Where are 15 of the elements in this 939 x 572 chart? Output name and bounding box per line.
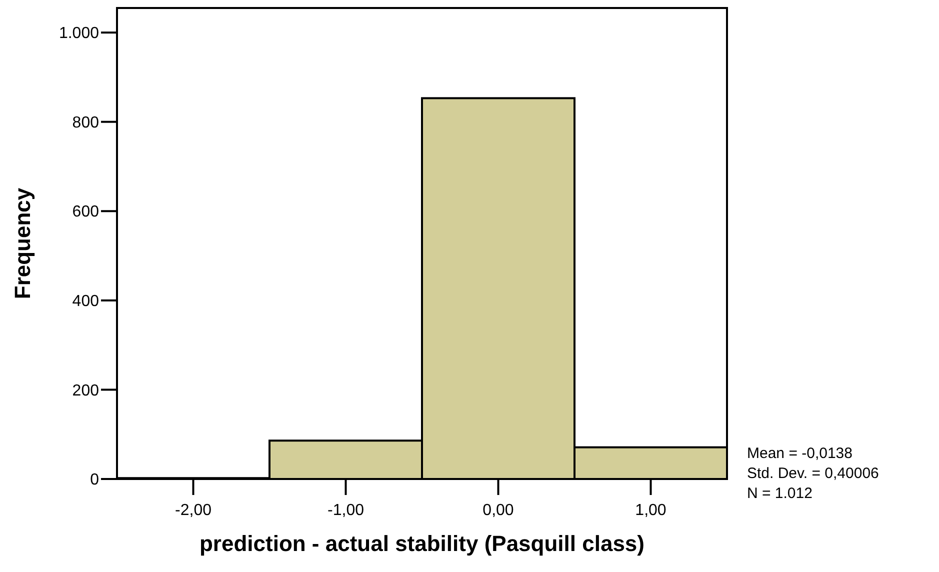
text: Std. Dev. = 0,40006	[747, 465, 879, 482]
x-tick-label: -1,00	[328, 502, 364, 519]
x-tick-label: 1,00	[635, 502, 666, 519]
y-tick-label: 0	[90, 472, 100, 489]
y-tick-label: 800	[72, 114, 100, 132]
y-axis-title: Frequency	[10, 187, 35, 300]
y-tick-label: 400	[72, 293, 100, 310]
y-tick-label: 1.000	[58, 25, 100, 42]
y-tick-label: 600	[72, 204, 100, 221]
y-tick-label: 200	[72, 382, 100, 400]
x-tick-label: 0,00	[482, 502, 514, 519]
x-tick-label: -2,00	[175, 502, 212, 519]
x-axis-title: prediction - actual stability (Pasquill class)	[199, 531, 645, 556]
text: N = 1.012	[747, 485, 812, 502]
text: Mean = -0,0138	[747, 445, 852, 462]
